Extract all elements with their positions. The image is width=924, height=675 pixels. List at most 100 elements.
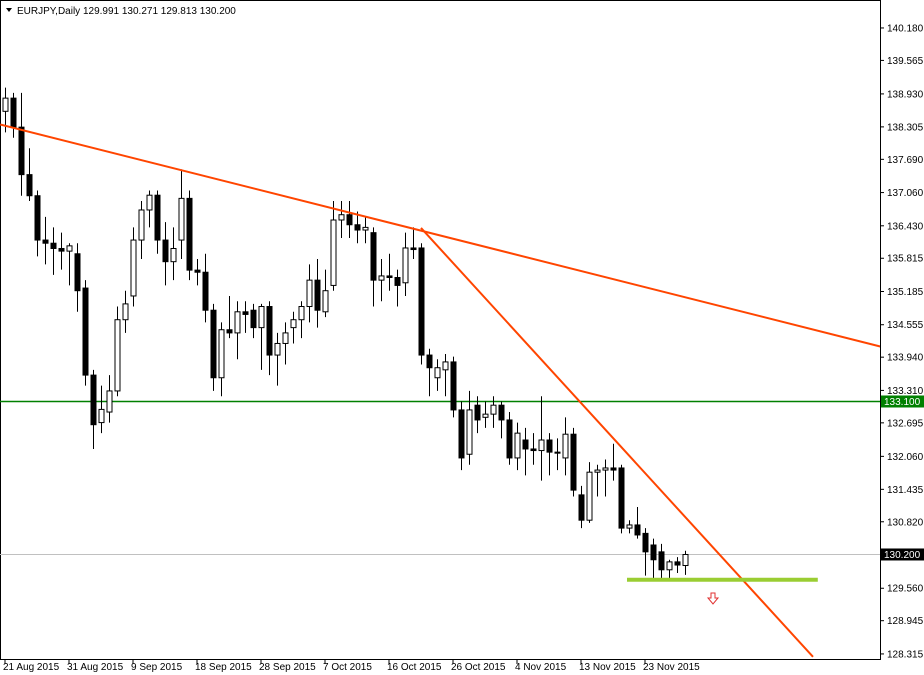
x-tick-label: 28 Sep 2015 bbox=[259, 662, 316, 673]
candle-body bbox=[130, 239, 137, 297]
y-tick-label: 138.930 bbox=[887, 89, 924, 100]
candle-body bbox=[114, 319, 121, 392]
candle-body bbox=[610, 467, 617, 471]
candle-body bbox=[378, 275, 385, 281]
y-tick-label: 140.180 bbox=[887, 23, 924, 34]
candle-body bbox=[26, 174, 33, 197]
candle-body bbox=[546, 439, 553, 453]
candle-body bbox=[466, 409, 473, 455]
candle-body bbox=[618, 467, 625, 529]
price-label-box bbox=[881, 548, 924, 561]
candle-body bbox=[634, 524, 641, 536]
candle-body bbox=[538, 439, 545, 452]
candle-body bbox=[154, 194, 161, 241]
price-label-box bbox=[881, 395, 924, 408]
y-tick-label: 137.690 bbox=[887, 155, 924, 166]
y-tick-label: 133.940 bbox=[887, 353, 924, 364]
candle-body bbox=[394, 277, 401, 286]
candle-body bbox=[386, 275, 393, 279]
candle-body bbox=[562, 433, 569, 459]
candle-body bbox=[354, 224, 361, 231]
y-tick-label: 135.815 bbox=[887, 254, 924, 265]
candle-body bbox=[490, 404, 497, 415]
y-tick-label: 135.185 bbox=[887, 287, 924, 298]
candle-body bbox=[682, 553, 689, 567]
y-tick-label: 128.945 bbox=[887, 616, 924, 627]
candle-body bbox=[434, 367, 441, 379]
trendline bbox=[0, 123, 880, 348]
candle-body bbox=[138, 209, 145, 241]
x-tick-label: 31 Aug 2015 bbox=[67, 662, 124, 673]
candle-body bbox=[650, 544, 657, 561]
x-tick-label: 7 Oct 2015 bbox=[323, 662, 372, 673]
candle-body bbox=[234, 311, 241, 334]
candle-body bbox=[642, 532, 649, 553]
candle-body bbox=[370, 232, 377, 281]
plot-area bbox=[0, 87, 880, 658]
candle-body bbox=[666, 561, 673, 571]
candle-body bbox=[498, 404, 505, 421]
candle-body bbox=[250, 309, 257, 329]
candle-body bbox=[50, 242, 57, 249]
candle-body bbox=[290, 319, 297, 329]
y-tick-label: 139.565 bbox=[887, 56, 924, 67]
y-tick-label: 132.695 bbox=[887, 418, 924, 429]
candle-body bbox=[658, 551, 665, 571]
candle-body bbox=[602, 467, 609, 471]
y-tick-label: 137.060 bbox=[887, 188, 924, 199]
menu-triangle bbox=[6, 8, 12, 12]
candle-body bbox=[282, 332, 289, 344]
candle-body bbox=[474, 404, 481, 421]
x-tick-label: 13 Nov 2015 bbox=[579, 662, 636, 673]
candle-body bbox=[266, 306, 273, 356]
candle-body bbox=[522, 439, 529, 450]
candle-body bbox=[242, 311, 249, 315]
candle-body bbox=[202, 271, 209, 311]
candle-body bbox=[594, 469, 601, 473]
candle-body bbox=[106, 390, 113, 413]
candle-body bbox=[178, 197, 185, 241]
candle-body bbox=[530, 448, 537, 452]
candle-body bbox=[450, 361, 457, 411]
candle-body bbox=[362, 226, 369, 231]
candle-body bbox=[314, 279, 321, 311]
candle-body bbox=[34, 195, 41, 241]
y-tick-label: 134.555 bbox=[887, 320, 924, 331]
candle-body bbox=[338, 214, 345, 221]
candle-body bbox=[42, 239, 49, 244]
candle-body bbox=[162, 239, 169, 263]
candle-body bbox=[274, 342, 281, 356]
x-tick-label: 23 Nov 2015 bbox=[643, 662, 700, 673]
y-tick-label: 136.430 bbox=[887, 221, 924, 232]
y-tick-label: 133.310 bbox=[887, 386, 924, 397]
candle-body bbox=[458, 409, 465, 459]
candle-body bbox=[506, 419, 513, 459]
y-tick-label: 130.820 bbox=[887, 517, 924, 528]
candle-body bbox=[426, 354, 433, 369]
x-tick-label: 26 Oct 2015 bbox=[451, 662, 506, 673]
candle-body bbox=[402, 247, 409, 284]
candle-body bbox=[330, 219, 337, 286]
x-tick-label: 16 Oct 2015 bbox=[387, 662, 442, 673]
candle-body bbox=[98, 408, 105, 424]
candle-body bbox=[442, 361, 449, 371]
y-tick-label: 138.305 bbox=[887, 122, 924, 133]
candle-body bbox=[258, 306, 265, 329]
candle-body bbox=[82, 287, 89, 376]
y-tick-label: 131.435 bbox=[887, 485, 924, 496]
candle-body bbox=[170, 247, 177, 263]
candle-body bbox=[74, 253, 81, 292]
candle-body bbox=[186, 197, 193, 271]
candle-body bbox=[210, 309, 217, 379]
candle-body bbox=[482, 413, 489, 418]
candle-body bbox=[194, 269, 201, 273]
candle-body bbox=[322, 290, 329, 313]
candle-body bbox=[90, 374, 97, 426]
candle-body bbox=[626, 524, 633, 529]
candle-body bbox=[418, 247, 425, 356]
price-label: 130.200 bbox=[884, 550, 921, 561]
candle-body bbox=[58, 247, 65, 252]
candle-body bbox=[298, 306, 305, 321]
